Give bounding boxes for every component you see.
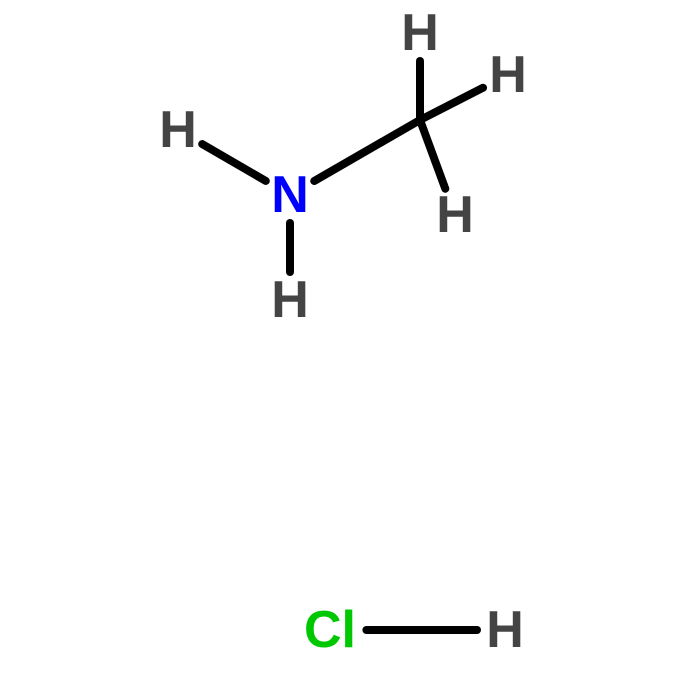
bond-C-H_c_right xyxy=(420,88,483,120)
atom-label-H_n_left: H xyxy=(159,101,197,159)
bond-C-H_c_bottom xyxy=(420,120,445,189)
bond-N-C xyxy=(314,120,420,181)
atom-label-N: N xyxy=(271,166,309,224)
atom-label-H_c_top: H xyxy=(401,4,439,62)
atom-label-H_cl: H xyxy=(486,601,524,659)
atom-label-H_c_right: H xyxy=(489,46,527,104)
bond-N-H_n_left xyxy=(202,144,266,181)
atom-label-H_c_bottom: H xyxy=(436,186,474,244)
molecule-diagram: NHHHHHClH xyxy=(0,0,700,700)
atom-label-H_n_bottom: H xyxy=(271,271,309,329)
atom-layer: NHHHHHClH xyxy=(159,4,527,659)
atom-label-Cl: Cl xyxy=(304,601,356,659)
bond-layer xyxy=(202,61,483,630)
